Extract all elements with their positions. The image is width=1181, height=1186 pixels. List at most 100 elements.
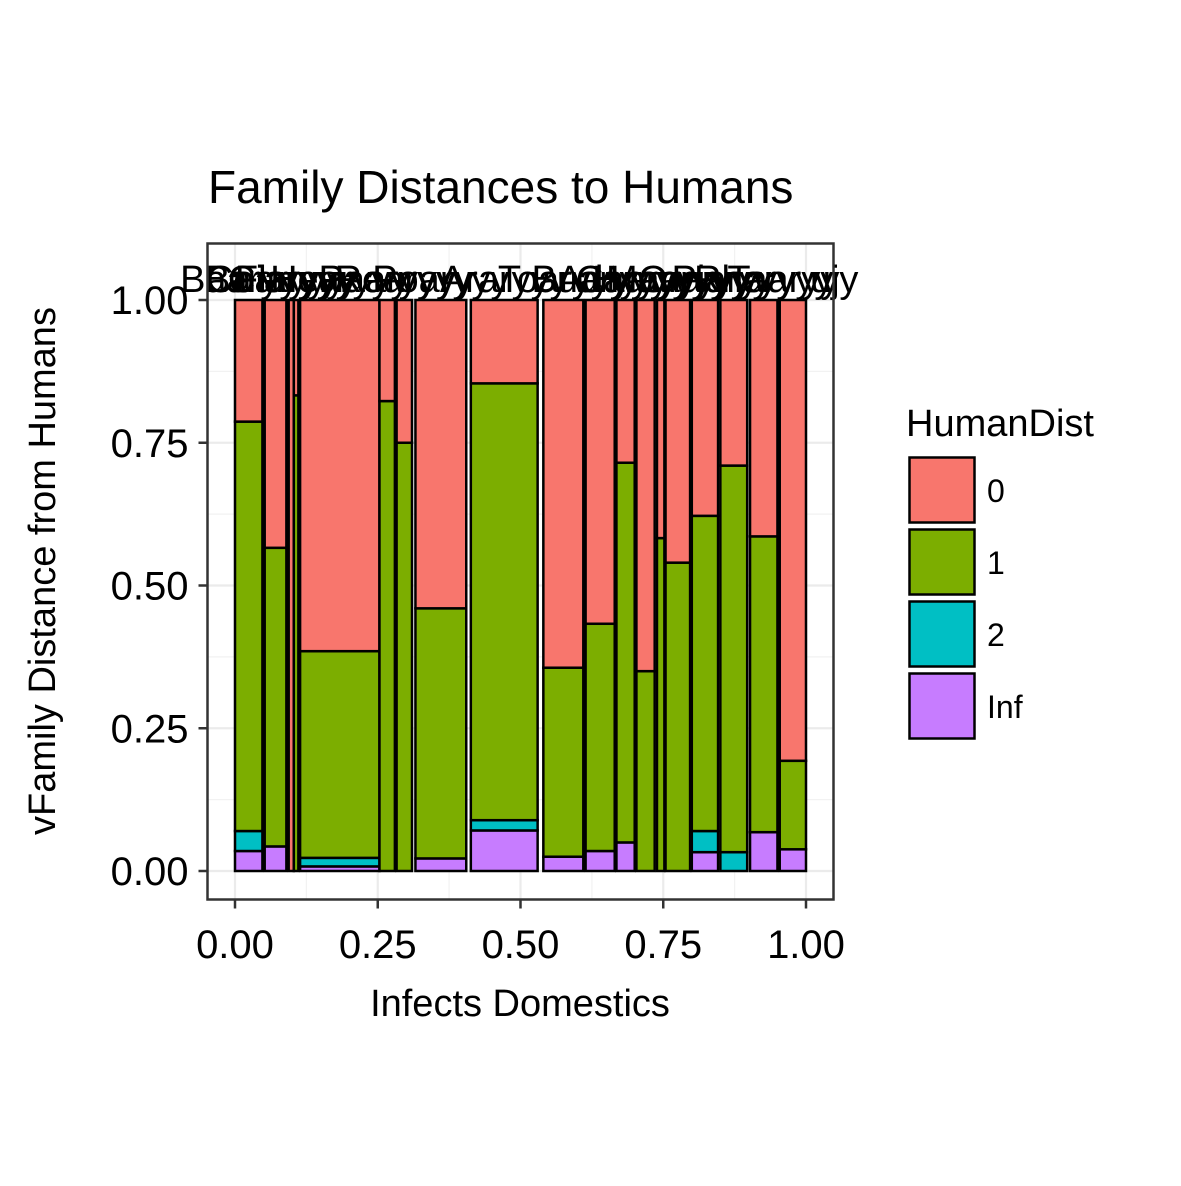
bar-segment-5-2 [298,856,381,868]
bar-segment-2-1 [263,546,288,848]
x-tick-label: 0.25 [339,923,417,967]
top-label-clutter: Baaryyy [180,259,317,301]
bar-segment-13-0 [635,298,656,673]
y-tick-label: 0.00 [111,850,189,894]
bar-segment-15-1 [664,561,692,873]
bar-segment-18-1 [748,535,779,834]
bar-segment-9-inf [469,829,539,873]
y-tick-label: 0.75 [111,422,189,466]
legend: HumanDist 0 1 2 Inf [906,403,1094,740]
top-label-clutter: Taaryyy [727,259,858,301]
top-label-clutter: Hyaryyy [592,259,729,301]
top-label-clutter: Piaryyy [671,259,796,301]
y-tick-label: 1.00 [111,279,189,323]
bar-segment-4-1 [292,394,300,873]
bar-segment-17-1 [719,464,749,854]
bar-segment-1-2 [233,829,264,853]
bar-segment-2-inf [263,845,288,873]
top-label-clutter: Rharyyy [694,259,833,301]
bar-segment-11-inf [584,849,616,873]
bar-segment-1-0 [233,298,264,423]
bars-group [233,298,808,873]
bar-segment-11-1 [584,622,616,853]
bar-segment-1-1 [233,420,264,833]
top-label-clutter: uj [810,259,840,301]
bar-segment-8-1 [414,607,468,860]
legend-swatch-inf [908,672,976,740]
legend-label-inf: Inf [987,689,1023,725]
legend-swatch-0 [908,456,976,524]
bar-segment-9-1 [469,382,539,822]
y-tick-label: 0.50 [111,565,189,609]
bar-segment-19-0 [778,298,808,763]
bar-segment-12-1 [615,461,636,844]
bar-segment-11-0 [584,298,616,626]
bar-segment-2-0 [263,298,288,550]
bar-segment-16-inf [690,850,720,873]
top-label-clutter: Hearyyy [270,259,409,301]
y-axis: 0.00 0.25 0.50 0.75 1.00 [111,279,208,894]
bar-segment-14-1 [655,536,666,873]
y-axis-title: vFamily Distance from Humans [22,307,64,835]
bar-segment-4-0 [292,298,300,397]
x-tick-label: 0.50 [482,923,560,967]
bar-segment-9-0 [469,298,539,385]
legend-swatch-1 [908,528,976,596]
bar-segment-18-inf [748,830,779,873]
top-label-clutter: Caaryyy [576,259,715,301]
bar-segment-5-0 [298,298,381,653]
bar-segment-16-1 [690,514,720,833]
legend-label-2: 2 [987,617,1005,653]
bar-segment-18-0 [748,298,779,538]
bar-segment-6-0 [378,298,397,403]
overlapping-top-labels: BaaryyyCoaryyyCiaryyyFlaryyyHearyyyPaary… [180,259,858,301]
top-label-clutter: Toaryyy [498,259,629,301]
legend-swatch-2 [908,600,976,668]
top-label-clutter: Rearyyy [335,259,474,301]
y-tick-label: 0.25 [111,707,189,751]
top-label-clutter: Maaryyy [606,259,750,301]
top-label-clutter: Araryyy [440,259,569,301]
bar-segment-7-0 [395,298,414,444]
bar-segment-14-0 [655,298,666,540]
top-label-clutter: Coaryyy [206,259,345,301]
top-label-clutter: Ba [205,259,252,301]
bar-segment-8-0 [414,298,468,610]
bar-segment-19-inf [778,848,808,873]
x-tick-label: 0.00 [196,923,274,967]
bar-segment-1-inf [233,849,264,873]
x-axis: 0.00 0.25 0.50 0.75 1.00 [196,899,845,967]
top-label-clutter: Ciaryyy [228,259,355,301]
bar-segment-16-0 [690,298,720,518]
bar-segment-13-1 [635,669,656,873]
bar-segment-10-0 [542,298,585,669]
legend-label-1: 1 [987,545,1005,581]
bar-segment-17-2 [719,850,749,873]
legend-label-0: 0 [987,473,1005,509]
bar-segment-12-0 [615,298,636,464]
bar-segment-9-2 [469,818,539,832]
bar-segment-19-1 [778,759,808,851]
bar-segment-5-1 [298,649,381,860]
bar-segment-17-0 [719,298,749,467]
bar-segment-8-inf [414,857,468,873]
top-label-clutter: Oraryyy [638,259,771,301]
top-label-clutter: Paaryyy [319,259,456,301]
x-tick-label: 0.75 [624,923,702,967]
legend-title: HumanDist [906,403,1094,445]
bar-segment-10-inf [542,855,585,873]
bar-segment-15-0 [664,298,692,564]
top-label-clutter: Adaryyy [557,259,694,301]
x-tick-label: 1.00 [767,923,845,967]
bar-segment-7-1 [395,441,414,873]
chart-title: Family Distances to Humans [208,161,793,213]
bar-segment-16-2 [690,829,720,854]
bar-segment-10-1 [542,666,585,858]
bar-segment-12-inf [615,841,636,873]
top-label-clutter: Buaryyy [532,259,669,301]
top-label-clutter: Flaryyy [235,259,357,301]
x-axis-title: Infects Domestics [370,983,670,1025]
bar-segment-6-1 [378,399,397,873]
top-label-clutter: Poaryyy [372,259,509,301]
